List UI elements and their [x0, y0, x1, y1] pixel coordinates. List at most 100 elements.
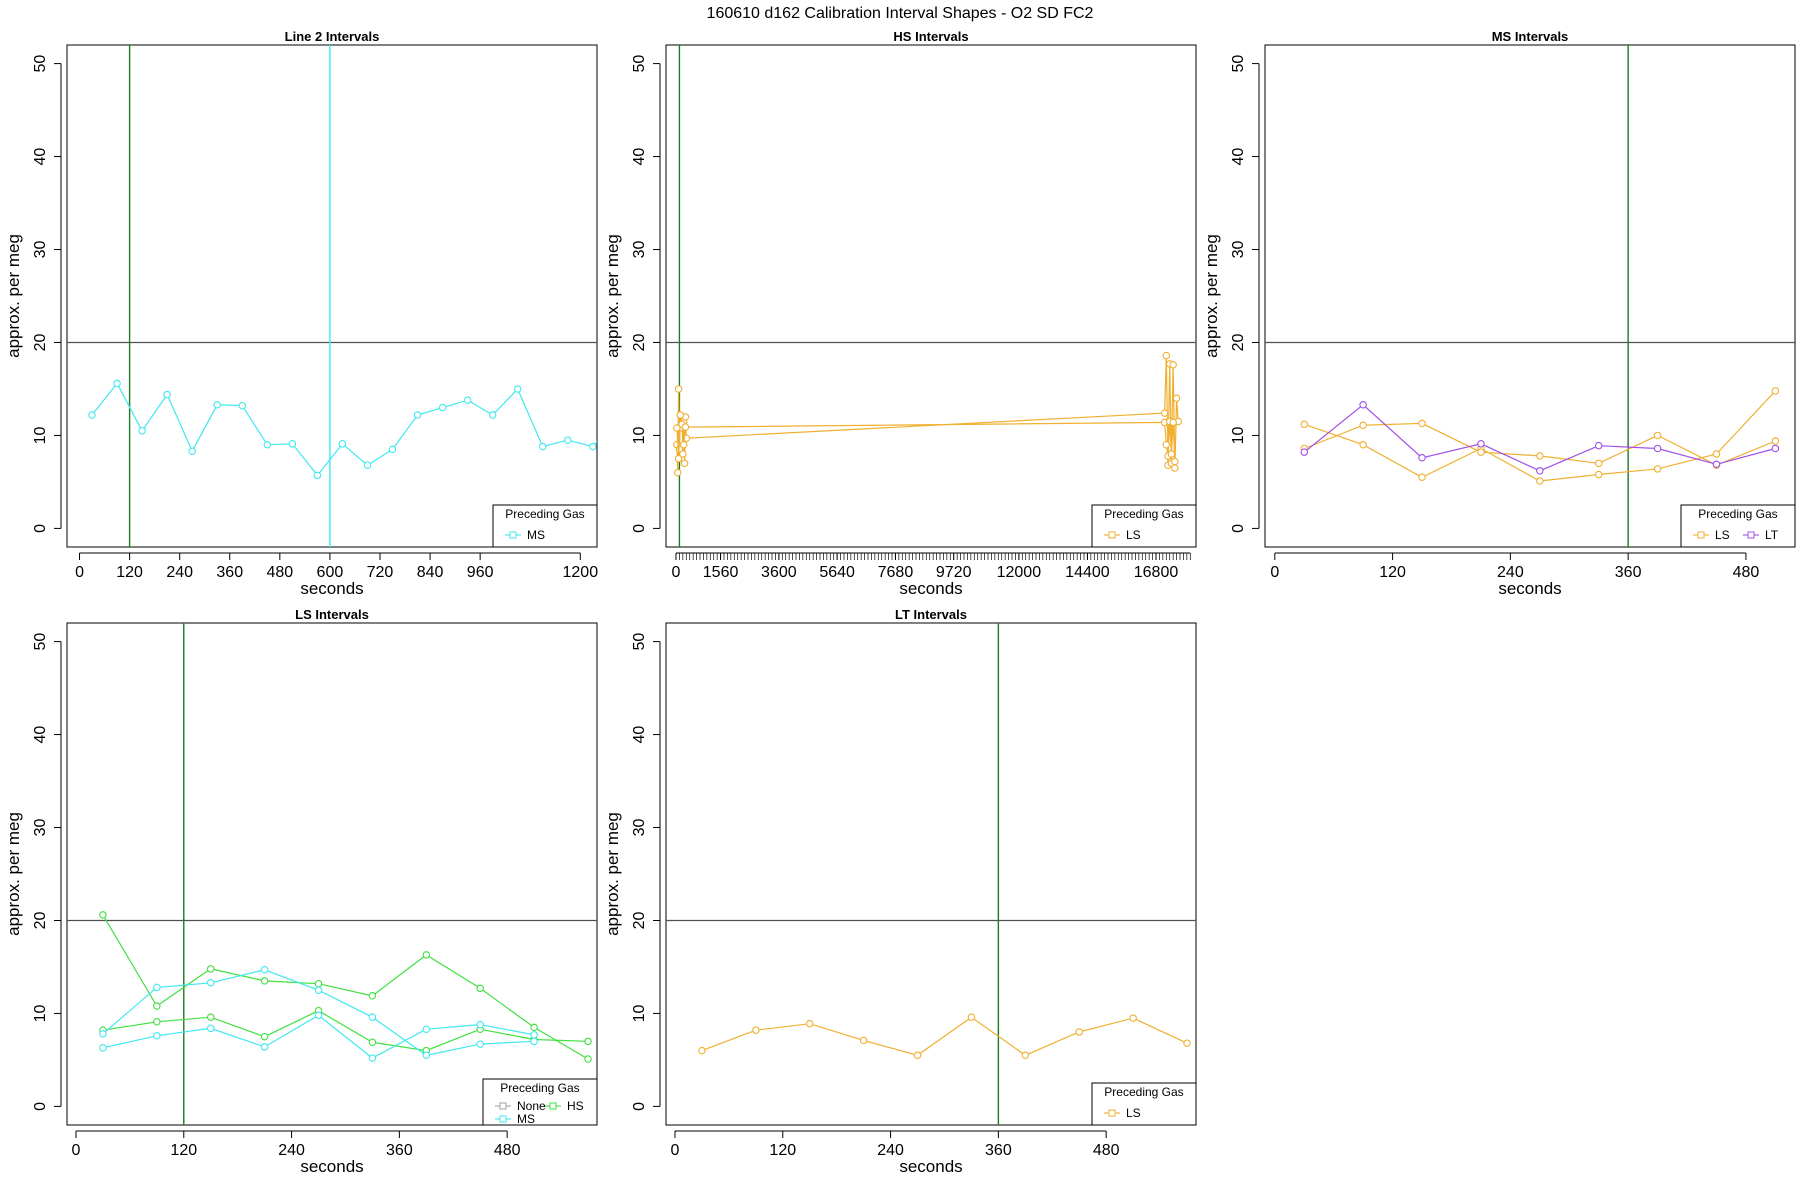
data-point — [153, 983, 161, 992]
panel-title: MS Intervals — [1492, 29, 1569, 44]
y-tick-label: 20 — [631, 911, 648, 929]
x-tick-label: 5640 — [819, 564, 855, 581]
data-point — [913, 1051, 922, 1060]
data-point — [1477, 440, 1485, 448]
data-point — [1536, 477, 1544, 485]
x-tick-label: 0 — [1270, 564, 1279, 581]
plot-frame — [665, 622, 1197, 1126]
data-point — [153, 1032, 161, 1040]
x-tick-label: 0 — [671, 1142, 680, 1159]
chart-panel-4: LS Intervals 0 10 20 30 40 50 approx. per meg 0 1… — [4, 607, 598, 1176]
data-point — [1653, 465, 1662, 473]
chart-panel-1: Line 2 Intervals 0 10 20 30 40 50 approx. per m… — [4, 29, 608, 598]
y-tick-label: 0 — [1230, 524, 1247, 533]
legend-entry: LS — [1126, 1106, 1141, 1120]
legend-entry: MS — [517, 1112, 535, 1126]
data-point — [513, 385, 522, 393]
legend-swatch-marker — [1747, 531, 1755, 539]
y-axis-label: approx. per meg — [603, 234, 622, 358]
figure-title: 160610 d162 Calibration Interval Shapes … — [707, 5, 1094, 22]
legend-swatch-marker — [1108, 1109, 1116, 1117]
data-point — [805, 1019, 814, 1028]
series-line-ls — [676, 414, 1176, 462]
data-point — [313, 471, 322, 480]
data-point — [422, 1051, 431, 1060]
x-tick-label: 960 — [467, 564, 494, 581]
legend-entry: LS — [1126, 528, 1141, 542]
data-point — [99, 1030, 107, 1038]
y-tick-label: 30 — [32, 819, 49, 837]
data-point — [1771, 437, 1780, 445]
data-point — [99, 1044, 107, 1052]
y-tick-label: 40 — [631, 726, 648, 744]
chart-panel-2: HS Intervals 0 10 20 30 40 50 approx. per meg 0 1… — [603, 29, 1197, 598]
x-tick-label: 9720 — [936, 564, 972, 581]
data-point — [1171, 457, 1179, 466]
data-point — [206, 1013, 215, 1021]
data-point — [368, 1013, 377, 1021]
data-point — [1169, 418, 1177, 427]
data-point — [1300, 420, 1309, 429]
data-point — [188, 447, 196, 455]
data-point — [1021, 1051, 1030, 1060]
data-point — [681, 423, 690, 431]
data-point — [530, 1023, 538, 1032]
data-point — [1172, 394, 1181, 403]
x-tick-label: 360 — [1615, 564, 1642, 581]
data-point — [1536, 452, 1544, 460]
y-tick-label: 40 — [1230, 148, 1247, 166]
legend-box — [1091, 1082, 1197, 1126]
y-tick-label: 20 — [32, 333, 49, 351]
data-point — [698, 1046, 706, 1055]
x-tick-label: 360 — [985, 1142, 1012, 1159]
x-tick-label: 0 — [672, 564, 681, 581]
data-point — [1594, 470, 1603, 479]
data-point — [368, 1038, 377, 1047]
data-point — [314, 986, 323, 994]
data-point — [602, 429, 608, 435]
series-line-ms — [102, 1014, 535, 1059]
data-point — [260, 1043, 269, 1051]
y-tick-label: 30 — [631, 241, 648, 259]
x-tick-label: 480 — [494, 1142, 521, 1159]
x-tick-label: 12000 — [997, 564, 1042, 581]
x-axis-label: seconds — [300, 1157, 363, 1176]
data-point — [288, 440, 297, 448]
legend-swatch-marker — [499, 1115, 507, 1123]
data-point — [673, 468, 682, 477]
data-point — [674, 454, 683, 463]
data-point — [674, 385, 683, 393]
data-point — [213, 401, 221, 409]
data-point — [752, 1026, 760, 1034]
y-tick-label: 10 — [631, 1004, 648, 1022]
y-tick-label: 0 — [631, 524, 648, 533]
data-point — [413, 411, 422, 419]
data-point — [1167, 450, 1176, 458]
data-point — [206, 965, 215, 973]
data-point — [260, 966, 269, 974]
series-line-ms — [91, 382, 597, 477]
data-point — [1162, 440, 1171, 449]
x-tick-label: 16800 — [1134, 564, 1179, 581]
data-point — [967, 1013, 976, 1021]
data-point — [206, 979, 215, 987]
data-point — [99, 911, 107, 919]
series-line-hs — [102, 914, 589, 1060]
data-point — [1712, 460, 1721, 469]
legend-box — [1091, 504, 1197, 548]
data-point — [1536, 467, 1544, 475]
y-tick-label: 0 — [631, 1102, 648, 1111]
y-tick-label: 50 — [631, 55, 648, 73]
x-tick-label: 480 — [266, 564, 293, 581]
data-point — [1359, 440, 1367, 449]
data-point — [368, 1054, 377, 1062]
data-point — [422, 1025, 431, 1033]
data-point — [88, 411, 96, 419]
legend-box — [1680, 504, 1796, 548]
y-tick-label: 20 — [32, 911, 49, 929]
data-point — [338, 440, 347, 448]
legend-swatch-marker — [1108, 531, 1116, 539]
plot-frame — [66, 622, 598, 1126]
data-point — [1771, 387, 1780, 395]
